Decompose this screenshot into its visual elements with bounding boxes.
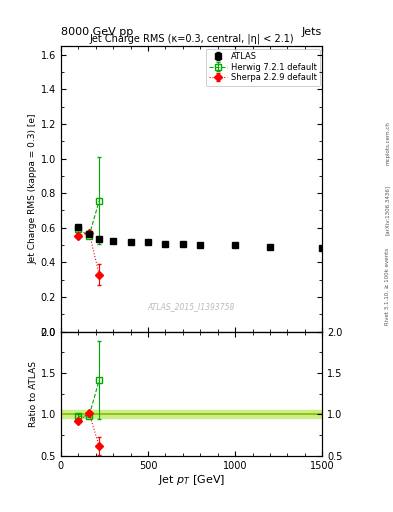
Text: Rivet 3.1.10, ≥ 100k events: Rivet 3.1.10, ≥ 100k events (385, 248, 390, 325)
Text: Jets: Jets (302, 27, 322, 37)
Text: [arXiv:1306.3436]: [arXiv:1306.3436] (385, 185, 390, 235)
Y-axis label: Jet Charge RMS (kappa = 0.3) [e]: Jet Charge RMS (kappa = 0.3) [e] (29, 114, 38, 264)
Y-axis label: Ratio to ATLAS: Ratio to ATLAS (29, 360, 38, 426)
Title: Jet Charge RMS (κ=0.3, central, |η| < 2.1): Jet Charge RMS (κ=0.3, central, |η| < 2.… (89, 34, 294, 45)
Text: 8000 GeV pp: 8000 GeV pp (61, 27, 133, 37)
Legend: ATLAS, Herwig 7.2.1 default, Sherpa 2.2.9 default: ATLAS, Herwig 7.2.1 default, Sherpa 2.2.… (206, 49, 320, 86)
Text: mcplots.cern.ch: mcplots.cern.ch (385, 121, 390, 165)
Text: ATLAS_2015_I1393758: ATLAS_2015_I1393758 (148, 303, 235, 312)
X-axis label: Jet $p_T$ [GeV]: Jet $p_T$ [GeV] (158, 473, 225, 487)
